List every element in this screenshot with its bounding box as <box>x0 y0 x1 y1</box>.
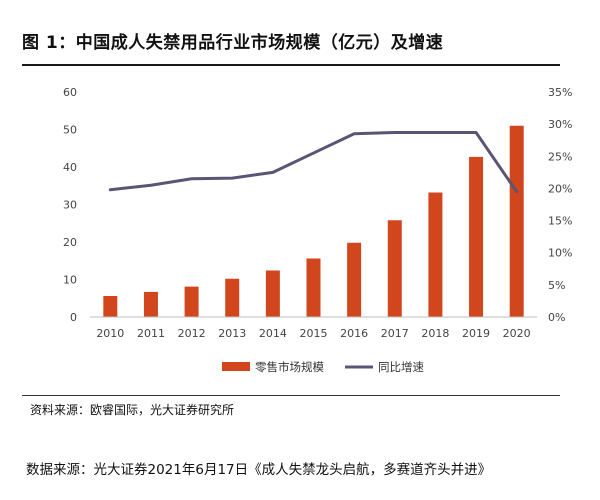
bar <box>428 192 443 317</box>
bar <box>103 296 118 317</box>
legend: 零售市场规模 同比增速 <box>222 360 424 374</box>
bar <box>225 278 240 317</box>
x-tick-label: 2020 <box>503 327 531 340</box>
x-tick-label: 2010 <box>96 327 124 340</box>
growth-line <box>108 131 519 194</box>
x-tick-label: 2015 <box>300 327 328 340</box>
bar <box>469 156 484 317</box>
x-tick-label: 2012 <box>178 327 206 340</box>
legend-bar-label: 零售市场规模 <box>255 360 324 374</box>
legend-line-label: 同比增速 <box>378 360 424 374</box>
x-tick-label: 2011 <box>137 327 165 340</box>
right-tick-label: 25% <box>548 150 572 163</box>
right-tick-label: 5% <box>548 279 565 292</box>
left-tick-label: 20 <box>63 236 77 249</box>
left-y-axis: 0 10 20 30 40 50 60 <box>63 86 77 324</box>
x-tick-label: 2017 <box>381 327 409 340</box>
x-axis: 2010 2011 2012 2013 2014 2015 2016 2017 2018 2019… <box>90 316 537 340</box>
legend-bar-swatch <box>222 362 250 371</box>
title-rule <box>22 64 560 66</box>
source-rule <box>22 395 560 396</box>
left-tick-label: 40 <box>63 161 77 174</box>
right-tick-label: 35% <box>548 86 572 99</box>
figure-title: 图 1：中国成人失禁用品行业市场规模（亿元）及增速 <box>22 33 444 53</box>
right-y-axis: 0% 5% 10% 15% 20% 25% 30% 35% <box>548 86 572 324</box>
bar <box>306 258 321 317</box>
bar <box>143 291 158 317</box>
right-tick-label: 0% <box>548 311 565 324</box>
bar-series <box>103 125 524 317</box>
left-tick-label: 10 <box>63 274 77 287</box>
x-tick-label: 2014 <box>259 327 287 340</box>
bar <box>184 286 199 317</box>
outer-source-note: 数据来源：光大证券2021年6月17日《成人失禁龙头启航，多赛道齐头并进》 <box>26 462 492 478</box>
line-series <box>108 131 519 194</box>
bar <box>347 242 362 317</box>
left-tick-label: 0 <box>70 311 77 324</box>
x-tick-label: 2013 <box>218 327 246 340</box>
x-tick-label: 2018 <box>421 327 449 340</box>
x-tick-label: 2019 <box>462 327 490 340</box>
left-tick-label: 60 <box>63 86 77 99</box>
x-tick-label: 2016 <box>340 327 368 340</box>
bar <box>509 125 524 317</box>
right-tick-label: 20% <box>548 182 572 195</box>
bar <box>265 270 280 317</box>
bar <box>387 220 402 317</box>
right-tick-label: 15% <box>548 215 572 228</box>
right-tick-label: 30% <box>548 118 572 131</box>
left-tick-label: 50 <box>63 124 77 137</box>
inner-source-note: 资料来源：欧睿国际，光大证券研究所 <box>30 403 235 417</box>
right-tick-label: 10% <box>548 247 572 260</box>
left-tick-label: 30 <box>63 199 77 212</box>
